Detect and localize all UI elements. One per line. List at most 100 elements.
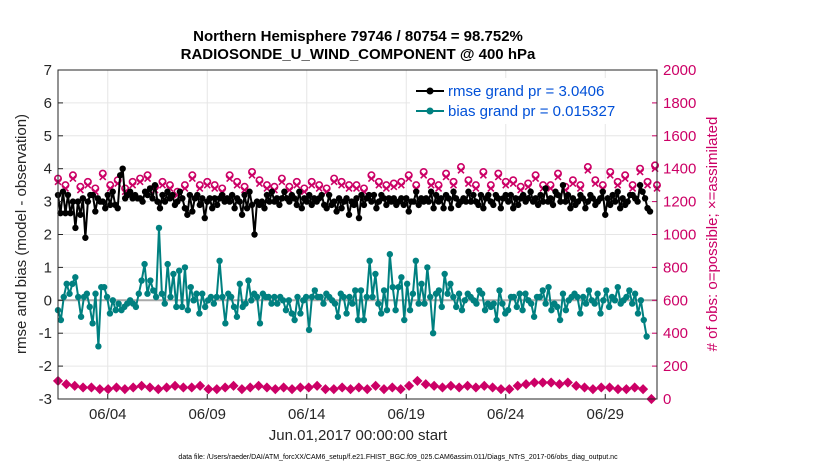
bias-point — [360, 316, 368, 324]
rmse-point — [201, 214, 208, 222]
obs-assimilated-point — [479, 171, 487, 179]
bias-point — [265, 293, 272, 301]
bias-point — [236, 280, 243, 288]
rmse-point — [228, 191, 236, 199]
obs-assimilated-point — [427, 181, 435, 189]
rmse-point — [510, 204, 517, 212]
obs-assimilated-point — [554, 173, 562, 181]
obs-assimilated-point — [375, 181, 383, 189]
bias-point — [640, 316, 647, 324]
rmse-point — [410, 198, 417, 205]
bias-point — [398, 274, 405, 281]
rmse-point — [485, 191, 492, 199]
rmse-point — [480, 204, 487, 212]
obs-count-point — [312, 380, 323, 391]
obs-assimilated-point — [69, 175, 77, 183]
bias-point — [380, 287, 388, 294]
bias-point — [282, 306, 290, 314]
obs-count-point — [345, 384, 356, 395]
obs-count-point — [253, 380, 264, 391]
obs-count-point — [353, 382, 364, 393]
obs-count-point — [520, 379, 532, 390]
bias-point — [83, 290, 91, 297]
obs-count-point — [337, 382, 348, 393]
x-tick-label: 06/04 — [89, 406, 127, 423]
rmse-point — [567, 204, 574, 212]
series-rmse — [54, 165, 654, 241]
bias-point — [66, 290, 73, 297]
bias-point — [144, 290, 151, 297]
bias-point — [242, 300, 249, 307]
rmse-point — [335, 195, 343, 202]
rmse-point — [241, 191, 248, 199]
obs-count-point — [362, 384, 373, 395]
bias-point — [320, 300, 327, 307]
rmse-point — [92, 208, 99, 215]
obs-count-point — [621, 384, 632, 395]
obs-count-point — [437, 382, 448, 393]
bias-point — [216, 257, 223, 265]
bias-point — [274, 300, 281, 307]
bias-point — [302, 293, 310, 301]
obs-assimilated-point — [203, 181, 211, 189]
rmse-point — [169, 191, 176, 199]
obs-count-point — [128, 382, 139, 393]
rmse-point — [345, 211, 353, 218]
bias-point — [109, 297, 117, 304]
rmse-point — [126, 188, 134, 195]
obs-assimilated-point — [308, 181, 316, 189]
legend-bias-marker — [426, 107, 434, 115]
rmse-point — [286, 198, 293, 205]
bias-point — [227, 293, 235, 301]
rmse-point — [380, 195, 388, 202]
obs-assimilated-point — [99, 173, 107, 181]
bias-point — [253, 293, 261, 301]
rmse-point — [557, 198, 564, 205]
rmse-point — [579, 195, 587, 202]
y-tick-label: 1 — [44, 259, 52, 276]
rmse-point — [564, 191, 572, 199]
rmse-point — [261, 204, 268, 212]
obs-assimilated-point — [181, 184, 189, 193]
bias-point — [285, 297, 293, 304]
bias-point — [291, 316, 298, 324]
obs-assimilated-point — [211, 184, 219, 193]
bias-point — [418, 280, 425, 288]
rmse-point — [338, 204, 345, 212]
bias-point — [63, 280, 70, 288]
rmse-point — [447, 204, 455, 212]
obs-count-point — [429, 380, 440, 391]
obs-assimilated-point — [338, 181, 346, 189]
y-right-tick-label: 200 — [663, 358, 688, 375]
rmse-point — [179, 195, 186, 202]
rmse-point — [149, 195, 156, 202]
bias-point — [199, 290, 206, 297]
rmse-point — [425, 198, 432, 205]
bias-point — [294, 293, 301, 301]
bias-point — [354, 316, 362, 324]
rmse-point — [440, 204, 447, 212]
rmse-point — [475, 201, 482, 209]
rmse-point — [370, 191, 378, 199]
obs-assimilated-point — [405, 175, 413, 183]
x-axis-ticks: 06/04 06/09 06/14 06/19 06/24 06/29 — [89, 394, 624, 423]
bias-point — [389, 283, 396, 291]
rmse-point — [258, 198, 266, 205]
obs-assimilated-point — [509, 179, 517, 188]
rmse-point — [62, 209, 69, 217]
rmse-point — [306, 191, 313, 199]
rmse-point — [72, 224, 79, 232]
bias-point — [444, 290, 451, 297]
bias-point — [178, 303, 186, 311]
obs-assimilated-point — [606, 171, 614, 179]
obs-count-point — [78, 382, 89, 393]
rmse-point — [144, 191, 151, 199]
obs-assimilated-point — [472, 184, 480, 193]
obs-assimilated-point — [621, 175, 629, 183]
bias-point — [69, 280, 76, 288]
rmse-point — [452, 195, 460, 202]
obs-count-point — [596, 382, 607, 393]
rmse-point — [467, 198, 475, 205]
x-axis-label: Jun.01,2017 00:00:00 start — [269, 427, 448, 444]
rmse-point — [612, 198, 619, 205]
